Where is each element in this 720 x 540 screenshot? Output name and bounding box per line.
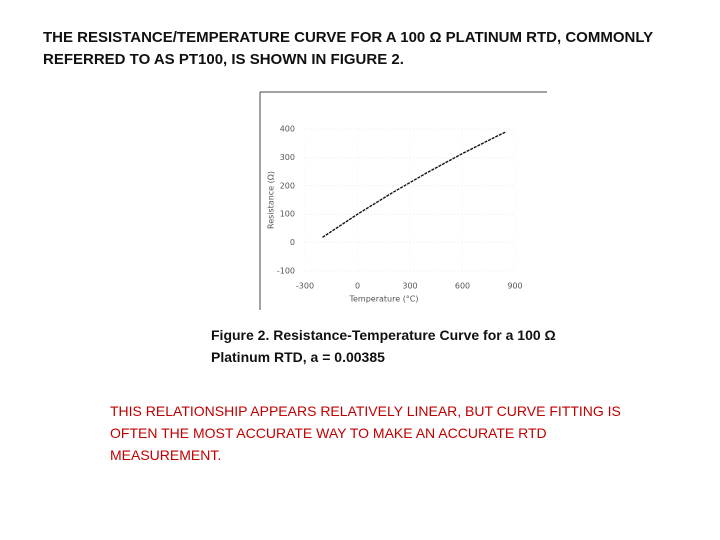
note-line: THIS RELATIONSHIP APPEARS RELATIVELY LIN…	[110, 403, 621, 419]
y-tick-label: 300	[280, 153, 295, 162]
caption-line: Platinum RTD, a = 0.00385	[211, 349, 385, 365]
x-tick-label: 300	[402, 282, 417, 291]
y-tick-label: 0	[290, 238, 295, 247]
x-tick-label: 600	[455, 282, 470, 291]
x-tick-label: -300	[296, 282, 314, 291]
y-tick-label: 200	[280, 181, 295, 190]
x-tick-label: 0	[355, 282, 360, 291]
note-line: OFTEN THE MOST ACCURATE WAY TO MAKE AN A…	[110, 425, 547, 441]
heading-line: THE RESISTANCE/TEMPERATURE CURVE FOR A 1…	[43, 29, 654, 46]
x-tick-label: 900	[507, 282, 522, 291]
heading-line: REFERRED TO AS PT100, IS SHOWN IN FIGURE…	[43, 51, 404, 68]
x-axis-label: Temperature (°C)	[348, 295, 418, 304]
y-tick-label: 400	[280, 125, 295, 134]
y-tick-label: -100	[277, 267, 295, 276]
data-line	[322, 131, 507, 238]
caption-line: Figure 2. Resistance-Temperature Curve f…	[211, 327, 556, 343]
y-axis-label: Resistance (Ω)	[267, 171, 276, 229]
y-tick-label: 100	[280, 210, 295, 219]
note-line: MEASUREMENT.	[110, 447, 222, 463]
